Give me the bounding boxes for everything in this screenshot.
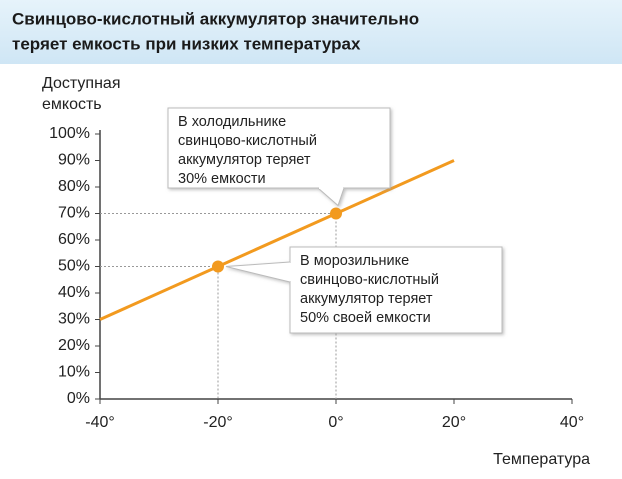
y-axis-label: емкость	[42, 96, 102, 113]
y-tick-label: 10%	[58, 364, 90, 381]
callout-joint	[319, 186, 343, 189]
callout-joint	[289, 263, 292, 281]
y-tick-label: 20%	[58, 337, 90, 354]
callout-box	[167, 107, 391, 189]
callout	[225, 246, 503, 334]
title-banner	[0, 0, 622, 64]
guide-line	[100, 266, 219, 399]
y-tick-label: 50%	[58, 258, 90, 275]
callout-text: 30% емкости	[178, 171, 266, 187]
y-tick-label: 100%	[49, 125, 90, 142]
x-tick-label: 40°	[560, 414, 584, 431]
x-tick-label: -20°	[203, 414, 233, 431]
data-line	[99, 159, 455, 321]
highlight-point	[330, 207, 342, 220]
y-axis-label: Доступная	[42, 75, 120, 92]
callout-text: аккумулятор теряет	[178, 152, 311, 168]
y-tick-label: 40%	[58, 284, 90, 301]
y-tick-label: 30%	[58, 311, 90, 328]
chart-title: Свинцово-кислотный аккумулятор значитель…	[12, 9, 419, 28]
x-tick-label: 20°	[442, 414, 466, 431]
callout-text: В морозильнике	[300, 253, 409, 269]
x-tick-label: 0°	[328, 414, 343, 431]
highlight-point	[212, 260, 224, 273]
y-tick-label: 70%	[58, 205, 90, 222]
y-tick-label: 0%	[67, 390, 90, 407]
callout-text: свинцово-кислотный	[300, 272, 439, 288]
callout-text: 50% своей емкости	[300, 310, 431, 326]
callout	[167, 107, 391, 207]
callout-text: аккумулятор теряет	[300, 291, 433, 307]
callout-text: свинцово-кислотный	[178, 133, 317, 149]
y-tick-label: 80%	[58, 178, 90, 195]
callout-pointer	[317, 187, 345, 207]
x-tick-label: -40°	[85, 414, 115, 431]
callout-text: В холодильнике	[178, 114, 286, 130]
y-tick-label: 60%	[58, 231, 90, 248]
chart-title: теряет емкость при низких температурах	[12, 34, 361, 53]
callout-box	[289, 246, 503, 334]
callout-pointer	[225, 261, 291, 283]
x-axis-label: Температура	[493, 451, 590, 468]
y-tick-label: 90%	[58, 152, 90, 169]
